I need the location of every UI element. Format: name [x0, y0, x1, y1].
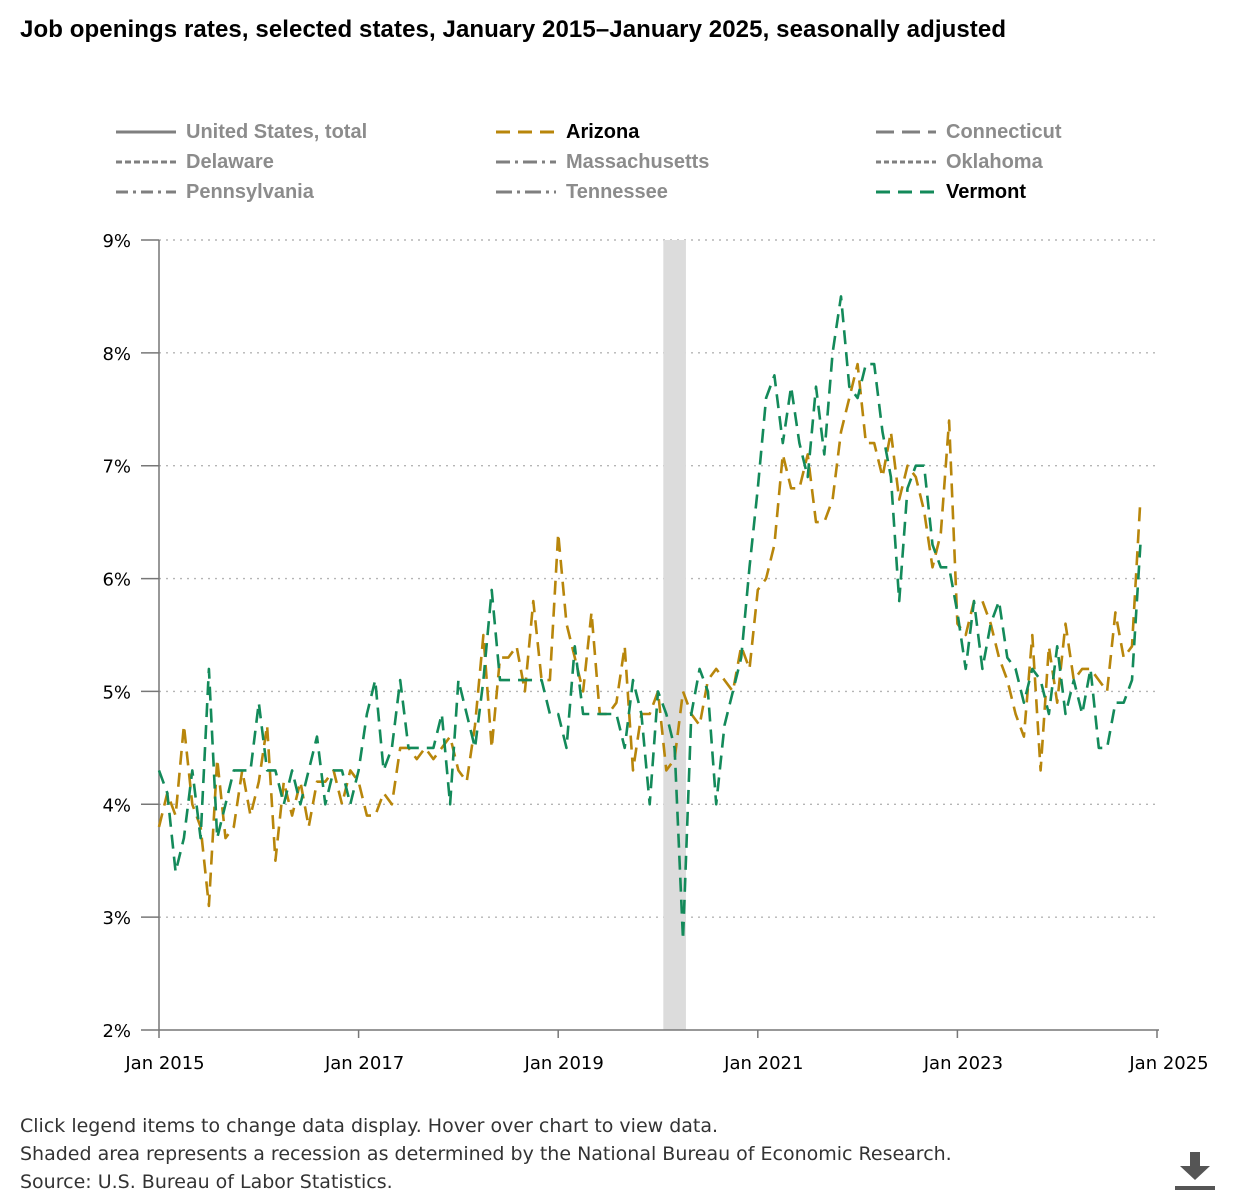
legend-swatch [876, 190, 936, 194]
legend-swatch [876, 160, 936, 164]
series-line-arizona[interactable] [157, 362, 1142, 908]
legend-item-connecticut[interactable]: Connecticut [876, 119, 1062, 145]
download-icon[interactable] [1172, 1150, 1218, 1194]
legend-swatch [116, 160, 176, 164]
x-tick-label: Jan 2023 [923, 1053, 1003, 1074]
y-tick-label: 2% [102, 1021, 131, 1042]
legend-label: Tennessee [566, 180, 668, 203]
legend-swatch [876, 130, 936, 134]
y-tick-label: 9% [102, 231, 131, 252]
y-tick-label: 3% [102, 908, 131, 929]
y-tick-label: 7% [102, 457, 131, 478]
legend-swatch [116, 130, 176, 134]
y-tick-labels: 2% 3% 4% 5% 6% 7% 8% 9% [102, 231, 131, 1042]
line-chart[interactable]: 2%3%4%5%6%7%8%9% Jan 2015 Jan 2017 Jan 201… [0, 0, 1240, 1100]
legend-swatch [496, 160, 556, 164]
y-tick-label: 8% [102, 344, 131, 365]
legend-item-united-states-total[interactable]: United States, total [116, 119, 367, 145]
series-line-vermont[interactable] [157, 295, 1142, 942]
gridlines [141, 239, 1159, 1031]
legend-swatch [496, 130, 556, 134]
x-tick-labels: Jan 2015 Jan 2017 Jan 2019 Jan 2021 Jan 2023… [124, 1030, 1209, 1074]
chart-title: Job openings rates, selected states, Jan… [20, 16, 1007, 43]
legend-label: Arizona [566, 120, 640, 143]
legend-item-pennsylvania[interactable]: Pennsylvania [116, 179, 314, 205]
x-tick-label: Jan 2015 [124, 1053, 204, 1074]
footer-source: Source: U.S. Bureau of Labor Statistics. [20, 1171, 393, 1193]
legend-label: Oklahoma [946, 150, 1043, 173]
series-lines [157, 295, 1142, 942]
legend-item-oklahoma[interactable]: Oklahoma [876, 149, 1043, 175]
y-tick-label: 6% [102, 570, 131, 591]
legend-label: Massachusetts [566, 150, 710, 173]
x-tick-label: Jan 2019 [524, 1053, 604, 1074]
legend-item-delaware[interactable]: Delaware [116, 149, 274, 175]
x-tick-label: Jan 2021 [723, 1053, 803, 1074]
y-tick-label: 5% [102, 682, 131, 703]
legend-item-massachusetts[interactable]: Massachusetts [496, 149, 709, 175]
legend-item-arizona[interactable]: Arizona [496, 119, 639, 145]
y-tick-label: 4% [102, 795, 131, 816]
footer-instructions: Click legend items to change data displa… [20, 1115, 719, 1137]
legend-label: Connecticut [946, 120, 1062, 143]
legend-item-tennessee[interactable]: Tennessee [496, 179, 668, 205]
legend-swatch [116, 190, 176, 194]
legend-label: Vermont [946, 180, 1027, 203]
axes [158, 240, 1159, 1031]
chart-footer: Click legend items to change data displa… [20, 1112, 952, 1196]
legend-item-vermont[interactable]: Vermont [876, 179, 1026, 205]
x-tick-label: Jan 2017 [324, 1053, 404, 1074]
x-tick-label: Jan 2025 [1128, 1053, 1208, 1074]
footer-recession-note: Shaded area represents a recession as de… [20, 1143, 952, 1165]
recession-shading [663, 240, 686, 1030]
legend-label: United States, total [186, 120, 368, 143]
legend-label: Delaware [186, 150, 274, 173]
legend-label: Pennsylvania [186, 180, 314, 203]
legend-swatch [496, 190, 556, 194]
